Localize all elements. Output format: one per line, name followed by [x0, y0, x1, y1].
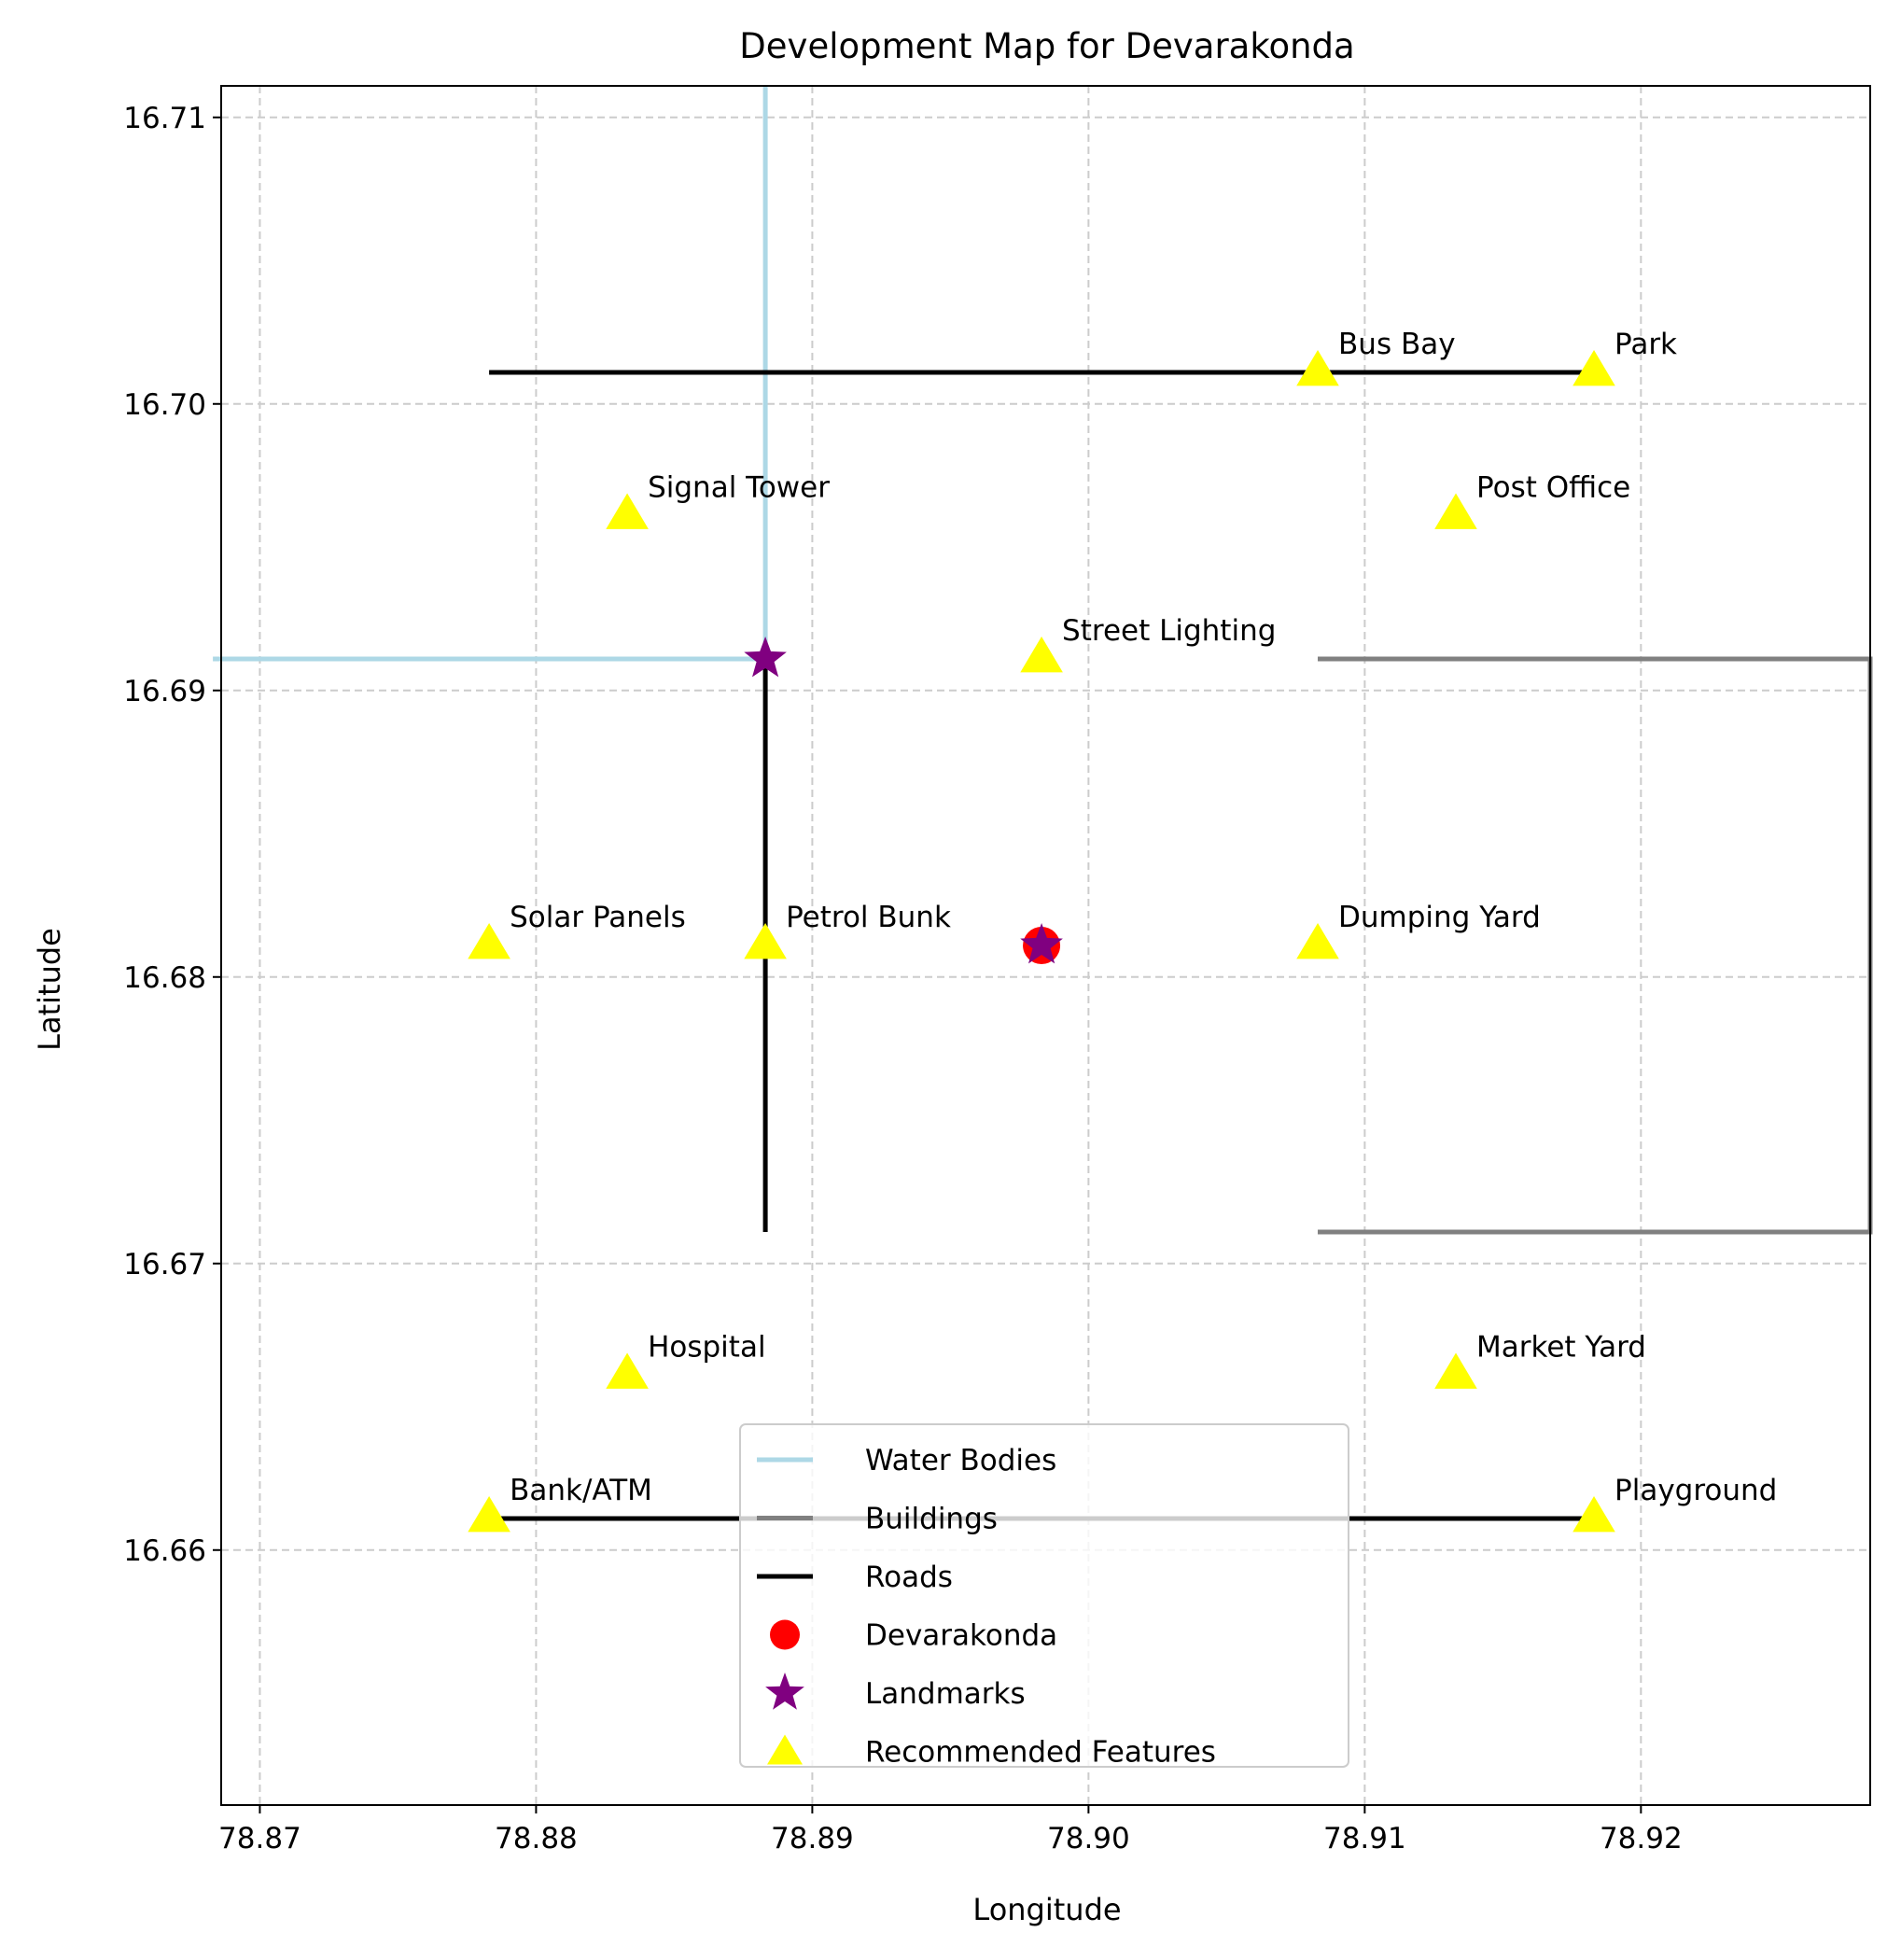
x-tick-label: 78.90: [1047, 1822, 1130, 1855]
feature-label: Hospital: [648, 1331, 765, 1365]
x-tick-label: 78.89: [771, 1822, 854, 1855]
legend-label: Buildings: [865, 1503, 998, 1536]
landmark-star: [1020, 923, 1063, 964]
y-tick-label: 16.71: [123, 102, 206, 135]
feature-triangle: [1434, 493, 1477, 529]
feature-label: Bank/ATM: [510, 1474, 652, 1507]
y-tick-label: 16.68: [123, 961, 206, 995]
legend-circle-swatch: [770, 1619, 800, 1650]
plot-frame: [220, 85, 1871, 1806]
feature-label: Post Office: [1476, 471, 1630, 505]
legend-label: Recommended Features: [865, 1736, 1216, 1770]
legend-label: Landmarks: [865, 1677, 1026, 1711]
feature-triangle: [468, 1496, 510, 1533]
feature-triangle: [1573, 1496, 1615, 1533]
axis-ticks: 78.87 78.88 78.89 78.90 78.91 78.92 16.66 16.67…: [123, 102, 1682, 1855]
legend-label: Roads: [865, 1561, 953, 1594]
x-axis-label: Longitude: [972, 1892, 1121, 1927]
x-tick-label: 78.92: [1600, 1822, 1683, 1855]
feature-triangle: [606, 493, 649, 529]
y-tick-label: 16.66: [123, 1534, 206, 1568]
feature-triangle: [1296, 923, 1339, 959]
feature-triangle: [744, 923, 787, 959]
feature-label: Park: [1614, 328, 1677, 361]
feature-label: Dumping Yard: [1338, 901, 1541, 934]
feature-label: Petrol Bunk: [786, 901, 951, 934]
legend-label: Devarakonda: [865, 1619, 1057, 1653]
chart-title: Development Map for Devarakonda: [739, 26, 1354, 66]
landmark-star: [744, 637, 787, 678]
legend-box: [739, 1423, 1349, 1768]
x-tick-label: 78.88: [495, 1822, 578, 1855]
feature-label: Market Yard: [1476, 1331, 1646, 1365]
feature-label: Playground: [1614, 1474, 1777, 1507]
y-axis-label: Latitude: [32, 928, 67, 1051]
feature-label: Signal Tower: [648, 471, 830, 505]
legend-star-swatch: [765, 1673, 804, 1710]
feature-triangle: [1296, 350, 1339, 386]
legend: Water Bodies Buildings Roads Devarakonda Lan…: [739, 1423, 1349, 1770]
feature-triangle: [1020, 637, 1063, 673]
feature-triangle: [606, 1352, 649, 1389]
legend-triangle-swatch: [767, 1734, 803, 1765]
y-tick-label: 16.67: [123, 1248, 206, 1281]
feature-triangle: [1434, 1352, 1477, 1389]
legend-label: Water Bodies: [865, 1444, 1056, 1477]
feature-triangle: [468, 923, 510, 959]
x-tick-label: 78.87: [218, 1822, 301, 1855]
y-tick-label: 16.69: [123, 675, 206, 708]
feature-label: Bus Bay: [1338, 328, 1456, 361]
x-tick-label: 78.91: [1323, 1822, 1406, 1855]
feature-triangle: [1573, 350, 1615, 386]
feature-label: Solar Panels: [510, 901, 686, 934]
feature-label: Street Lighting: [1062, 614, 1276, 648]
plot-data: Bus Bay Park Signal Tower Post Office Street…: [213, 86, 1873, 1533]
y-tick-label: 16.70: [123, 388, 206, 422]
